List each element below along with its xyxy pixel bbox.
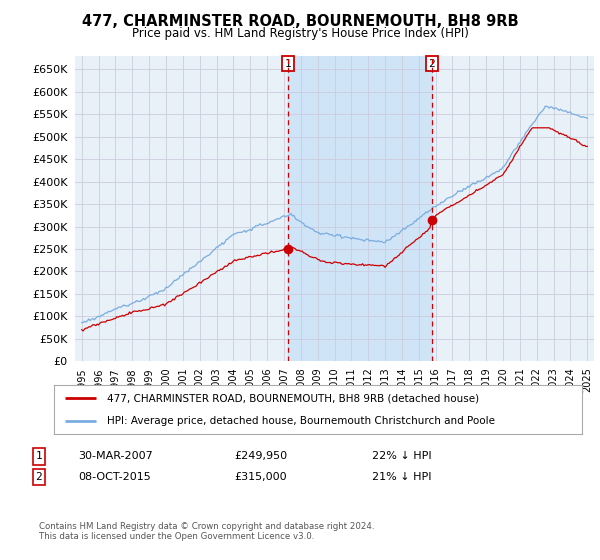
Text: 22% ↓ HPI: 22% ↓ HPI — [372, 451, 431, 461]
Text: 477, CHARMINSTER ROAD, BOURNEMOUTH, BH8 9RB: 477, CHARMINSTER ROAD, BOURNEMOUTH, BH8 … — [82, 14, 518, 29]
Text: Contains HM Land Registry data © Crown copyright and database right 2024.
This d: Contains HM Land Registry data © Crown c… — [39, 522, 374, 542]
Text: £249,950: £249,950 — [234, 451, 287, 461]
Text: 2: 2 — [35, 472, 43, 482]
Text: 21% ↓ HPI: 21% ↓ HPI — [372, 472, 431, 482]
Text: 1: 1 — [285, 59, 292, 69]
Text: 30-MAR-2007: 30-MAR-2007 — [78, 451, 153, 461]
Text: HPI: Average price, detached house, Bournemouth Christchurch and Poole: HPI: Average price, detached house, Bour… — [107, 416, 495, 426]
Text: 08-OCT-2015: 08-OCT-2015 — [78, 472, 151, 482]
Text: £315,000: £315,000 — [234, 472, 287, 482]
Text: 1: 1 — [35, 451, 43, 461]
Bar — [288, 56, 432, 361]
Text: 2: 2 — [428, 59, 435, 69]
Text: Price paid vs. HM Land Registry's House Price Index (HPI): Price paid vs. HM Land Registry's House … — [131, 27, 469, 40]
Text: 477, CHARMINSTER ROAD, BOURNEMOUTH, BH8 9RB (detached house): 477, CHARMINSTER ROAD, BOURNEMOUTH, BH8 … — [107, 393, 479, 403]
